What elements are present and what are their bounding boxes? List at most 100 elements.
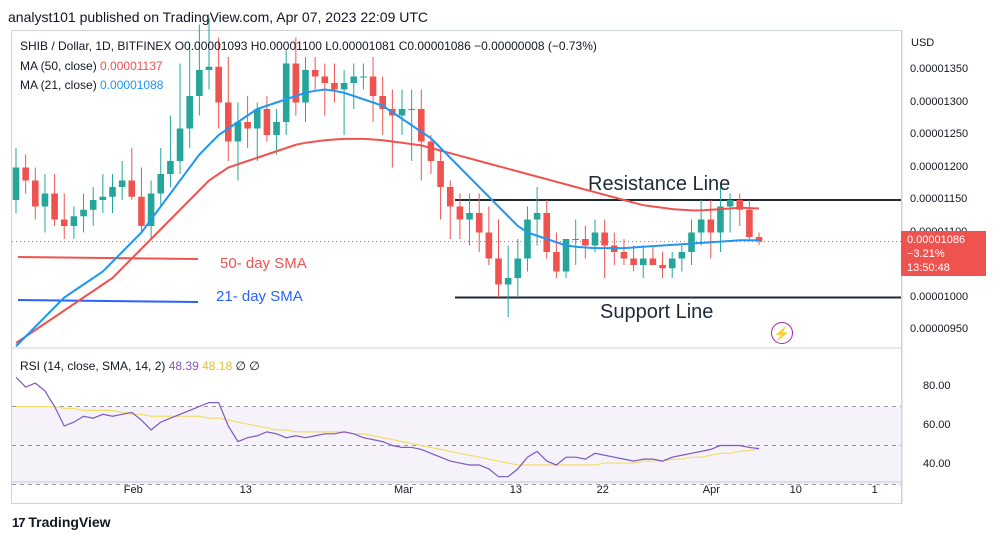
candle-body [138,196,145,226]
candle-body [485,232,493,259]
time-tick: 13 [509,484,523,496]
candle-body [331,83,338,90]
time-tick: Apr [702,484,720,496]
legend-ma21[interactable]: MA (21, close) 0.00001088 [20,78,163,92]
candle-body [524,219,531,259]
candle-body [466,213,473,220]
candle-body [311,70,319,77]
candle-body [282,63,290,122]
candle-body [147,193,155,226]
lightning-icon[interactable]: ⚡ [771,322,793,344]
candle-body [697,219,705,233]
rsi-tick: 80.00 [923,380,951,392]
rsi-sma-line [16,405,760,466]
candle-body [707,219,715,233]
candle-body [591,232,599,246]
last-price-badge: 0.00001086 −3.21% 13:50:48 [901,231,986,276]
candle-body [514,258,522,278]
legend-ma21-value: 0.00001088 [100,78,164,92]
candle-body [379,96,386,109]
time-tick: Mar [394,484,413,496]
candle-body [572,239,579,240]
publish-header: analyst101 published on TradingView.com,… [8,9,429,25]
candle-body [157,174,165,194]
candle-body [167,161,174,174]
resistance-line-label: Resistance Line [588,173,731,195]
candle-body [630,258,637,265]
candle-body [109,187,116,197]
candle-body [263,109,271,135]
candle-body [234,122,242,142]
candle-body [746,209,753,238]
candle-body [253,109,261,129]
rsi-line [15,376,760,478]
price-tick: 0.00001000 [910,290,969,303]
candle-body [446,187,454,207]
candle-body [620,252,628,259]
legend-ma50-value: 0.00001137 [100,59,163,73]
candle-body [668,258,676,269]
candle-body [639,258,647,265]
legend-symbol[interactable]: SHIB / Dollar, 1D, BITFINEX [20,39,172,53]
price-tick: 0.00001350 [910,63,969,75]
candle-body [196,70,203,96]
tradingview-logo-icon: 17 [12,515,26,530]
ma50-line [15,137,760,344]
time-tick: 22 [596,484,609,496]
legend-ma21-label: MA (21, close) [20,78,97,92]
candle-body [273,122,280,135]
candle-body [495,258,502,285]
price-tick: 0.00001300 [910,95,969,108]
price-tick: 0.00001200 [910,160,969,173]
time-tick: Feb [123,484,143,496]
support-line-label: Support Line [600,301,714,323]
last-price: 0.00001086 [907,234,966,246]
candle-body [215,66,222,103]
candle-body [601,232,608,246]
sma50-marker-line [17,256,199,260]
candle-body [292,63,300,103]
candle-body [456,206,464,220]
candle-body [41,193,49,207]
candle-body [553,252,560,272]
candle-body [369,76,377,96]
legend-symbol-line: SHIB / Dollar, 1D, BITFINEX O0.00001093 … [20,39,597,53]
candle-body [649,258,657,265]
candle-body [398,109,406,116]
legend-rsi-label: RSI (14, close, SMA, 14, 2) [20,359,166,373]
candle-body [717,206,724,233]
price-tick: 0.00000950 [910,323,969,335]
legend-rsi-extra: ∅ ∅ [235,359,260,373]
ma21-line [15,88,760,347]
price-tick: 0.00001250 [910,128,969,140]
legend-rsi-sma-value: 48.18 [202,359,233,373]
candle-body [659,265,666,269]
tradingview-logo[interactable]: 17 TradingView [12,514,111,530]
legend-rsi[interactable]: RSI (14, close, SMA, 14, 2) 48.39 48.18 … [20,359,260,373]
candle-body [302,70,309,103]
candle-body [475,213,483,233]
rsi-tick: 40.00 [923,458,951,470]
sma21-label: 21- day SMA [216,288,303,305]
sma21-marker-line [17,299,199,303]
candle-body [225,102,232,142]
time-tick: 13 [239,484,252,496]
candle-body [244,122,251,129]
candle-body [408,109,415,110]
rsi-tick: 60.00 [923,419,951,431]
candle-body [70,216,78,226]
candle-body [99,196,107,200]
candle-body [418,109,425,142]
candle-body [543,213,551,252]
legend-ohlc: O0.00001093 H0.00001100 L0.00001081 C0.0… [174,39,597,53]
candle-body [186,96,193,129]
candle-body [60,219,68,226]
legend-ma50-label: MA (50, close) [20,59,97,73]
price-axis-currency[interactable]: USD [911,37,935,49]
candle-body [736,200,744,210]
price-tick: 0.00001150 [910,193,968,205]
footer-brand: TradingView [28,514,111,530]
candle-body [12,167,20,200]
legend-ma50[interactable]: MA (50, close) 0.00001137 [20,59,163,73]
